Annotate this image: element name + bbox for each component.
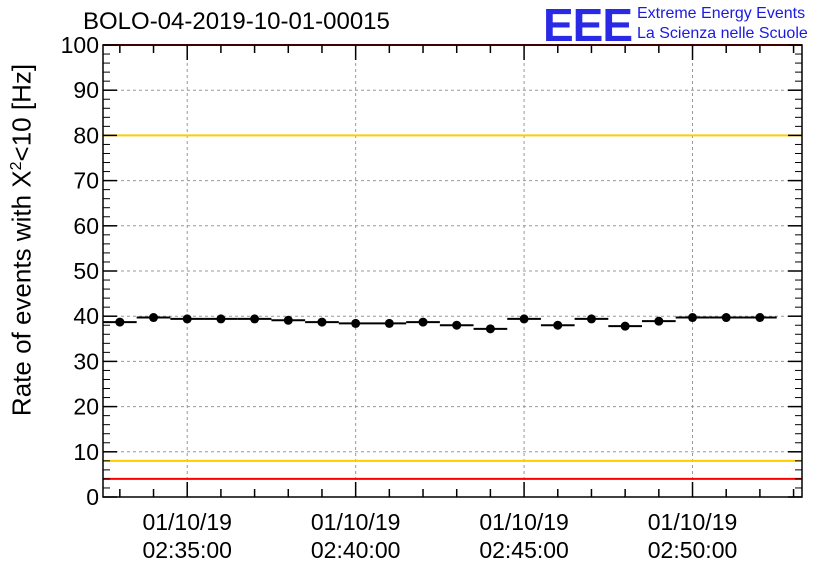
x-tick-date-label: 01/10/19 — [311, 509, 401, 535]
logo-caption: Extreme Energy Events La Scienza nelle S… — [637, 4, 808, 44]
eee-logo: EEE — [543, 0, 633, 51]
y-tick-label: 40 — [73, 303, 99, 329]
data-point — [283, 315, 293, 325]
data-point — [317, 317, 327, 327]
data-point — [418, 317, 428, 327]
data-point — [654, 316, 664, 326]
y-tick-label: 30 — [73, 348, 99, 374]
data-point — [182, 314, 192, 324]
y-axis-label: Rate of events with X2<10 [Hz] — [7, 64, 38, 416]
y-tick-label: 20 — [73, 394, 99, 420]
y-tick-label: 50 — [73, 258, 99, 284]
x-tick-time-label: 02:35:00 — [142, 537, 232, 563]
x-tick-date-label: 01/10/19 — [142, 509, 232, 535]
data-point — [384, 318, 394, 328]
data-point — [485, 324, 495, 334]
y-tick-label: 70 — [73, 168, 99, 194]
y-tick-label: 80 — [73, 122, 99, 148]
y-tick-label: 0 — [86, 484, 99, 510]
y-axis-label-sup: 2 — [7, 161, 25, 171]
data-point — [452, 320, 462, 330]
x-tick-date-label: 01/10/19 — [648, 509, 738, 535]
logo-line-1: Extreme Energy Events — [637, 5, 806, 22]
data-point — [216, 314, 226, 324]
data-point — [351, 318, 361, 328]
y-tick-label: 100 — [61, 32, 99, 58]
data-point — [586, 314, 596, 324]
data-point — [149, 313, 159, 323]
x-tick-time-label: 02:40:00 — [311, 537, 401, 563]
x-tick-date-label: 01/10/19 — [479, 509, 569, 535]
x-tick-time-label: 02:50:00 — [648, 537, 738, 563]
chart-title: BOLO-04-2019-10-01-00015 — [83, 8, 390, 35]
data-point — [755, 313, 765, 323]
data-point — [115, 317, 125, 327]
data-point — [519, 314, 529, 324]
x-tick-time-label: 02:45:00 — [479, 537, 569, 563]
logo-line-2: La Scienza nelle Scuole — [637, 25, 808, 42]
data-point — [250, 314, 260, 324]
data-point — [620, 321, 630, 331]
data-point — [553, 320, 563, 330]
data-point — [688, 313, 698, 323]
y-tick-label: 10 — [73, 439, 99, 465]
data-point — [721, 313, 731, 323]
y-tick-label: 60 — [73, 213, 99, 239]
y-axis-label-prefix: Rate of events with X — [6, 170, 37, 417]
y-tick-label: 90 — [73, 77, 99, 103]
y-axis-label-suffix: <10 [Hz] — [6, 63, 37, 162]
